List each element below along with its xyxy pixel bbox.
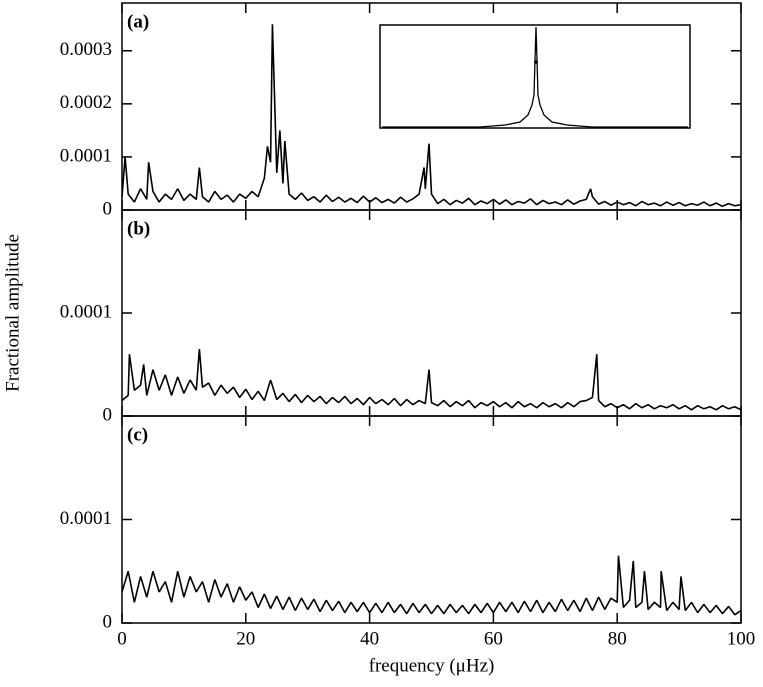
inset-window bbox=[382, 26, 688, 128]
x-tick-label: 40 bbox=[360, 628, 379, 649]
y-tick-label: 0 bbox=[103, 611, 113, 632]
y-tick-label: 0.0001 bbox=[60, 508, 112, 529]
inset-frame bbox=[379, 24, 691, 129]
y-tick-label: 0.0001 bbox=[60, 301, 112, 322]
panel-frame bbox=[121, 415, 742, 624]
y-tick-label: 0 bbox=[103, 404, 113, 425]
inset bbox=[379, 24, 691, 129]
inset-dot bbox=[534, 60, 538, 64]
y-tick-label: 0 bbox=[103, 198, 113, 219]
x-tick-label: 80 bbox=[608, 628, 627, 649]
x-tick-label: 60 bbox=[484, 628, 503, 649]
y-tick-label: 0.0001 bbox=[60, 145, 112, 166]
x-tick-label: 0 bbox=[117, 628, 127, 649]
x-tick-label: 100 bbox=[727, 628, 756, 649]
y-axis-label: Fractional amplitude bbox=[2, 234, 23, 392]
y-tick-label: 0.0003 bbox=[60, 39, 112, 60]
y-tick-label: 0.0002 bbox=[60, 92, 112, 113]
x-tick-label: 20 bbox=[236, 628, 255, 649]
panel-label: (c) bbox=[127, 424, 148, 445]
spectrum-line bbox=[121, 348, 742, 411]
panel-label: (a) bbox=[127, 11, 149, 32]
panel-label: (b) bbox=[127, 218, 150, 239]
spectrum-line bbox=[121, 555, 742, 616]
panel-frame bbox=[121, 209, 742, 417]
x-axis-label: frequency (μHz) bbox=[369, 655, 495, 676]
spectrum-line bbox=[121, 24, 742, 208]
